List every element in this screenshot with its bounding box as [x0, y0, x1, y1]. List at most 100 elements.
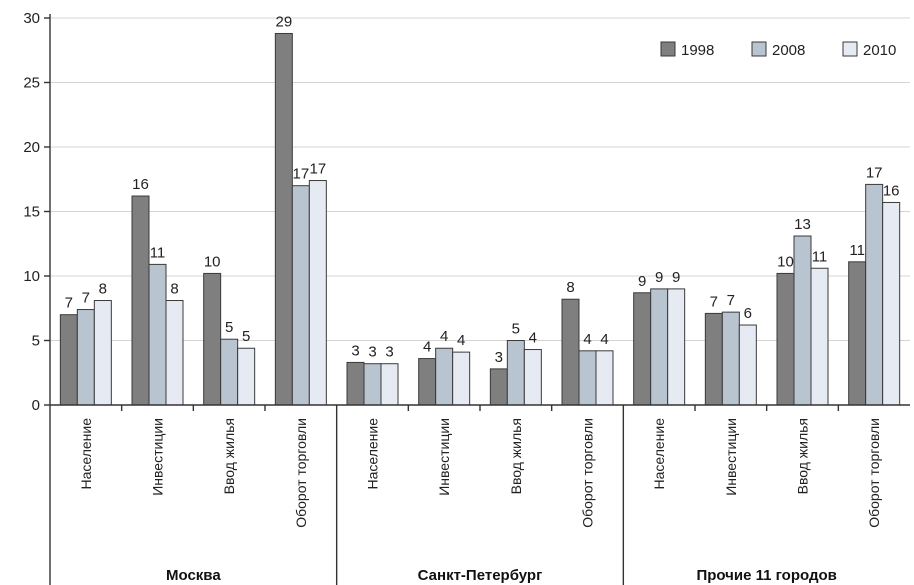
data-label: 11 [150, 244, 166, 261]
data-label: 11 [812, 248, 828, 265]
data-label: 10 [777, 253, 794, 270]
bar-2008 [148, 263, 167, 406]
data-label: 4 [529, 330, 537, 347]
bar-2010 [93, 300, 112, 406]
bar-2008 [793, 235, 812, 406]
data-label: 6 [744, 305, 752, 322]
data-label: 13 [794, 216, 811, 233]
group-label: Москва [166, 567, 221, 584]
data-label: 29 [275, 13, 292, 30]
data-label: 3 [351, 342, 359, 359]
data-label: 5 [242, 328, 250, 345]
grid-layer [50, 17, 910, 341]
data-label: 3 [368, 344, 376, 361]
legend-label: 2010 [863, 42, 896, 59]
bars-layer [59, 32, 901, 406]
data-label: 5 [225, 319, 233, 336]
bar-1998 [489, 368, 508, 406]
y-tick-label: 0 [32, 397, 40, 414]
y-tick-label: 15 [23, 204, 40, 221]
y-tick-label: 30 [23, 10, 40, 27]
data-label: 7 [727, 292, 735, 309]
data-label: 4 [600, 331, 608, 348]
bar-1998 [633, 292, 652, 406]
data-label: 7 [710, 293, 718, 310]
y-tick-label: 5 [32, 333, 40, 350]
x-category-label: Оборот торговли [293, 418, 309, 528]
bar-2008 [650, 288, 669, 406]
bar-2008 [363, 363, 382, 406]
legend: 1998 2008 2010 [660, 41, 896, 59]
data-label: 11 [849, 242, 865, 259]
x-category-label: Ввод жилья [508, 418, 524, 494]
bar-2010 [308, 180, 327, 406]
data-label: 7 [82, 290, 90, 307]
data-label: 9 [672, 269, 680, 286]
bar-2010 [452, 351, 471, 406]
x-category-label: Оборот торговли [580, 418, 596, 528]
bar-2010 [738, 324, 757, 406]
data-label: 8 [566, 279, 574, 296]
legend-swatch-1998 [660, 41, 676, 57]
bar-1998 [561, 298, 580, 406]
data-label: 8 [99, 281, 107, 298]
bar-2008 [291, 185, 310, 406]
data-label: 5 [512, 321, 520, 338]
legend-swatch-2008 [751, 41, 767, 57]
x-category-label: Население [78, 418, 94, 490]
legend-swatch-2010 [842, 41, 858, 57]
legend-label: 2008 [772, 42, 805, 59]
bar-2010 [882, 201, 901, 406]
bar-2010 [523, 349, 542, 406]
bar-1998 [346, 361, 365, 406]
bar-1998 [704, 312, 723, 406]
data-label: 4 [423, 339, 431, 356]
x-category-label: Инвестиции [436, 418, 452, 496]
group-label: Санкт-Петербург [418, 567, 543, 584]
bar-2008 [220, 338, 239, 406]
bar-2010 [595, 350, 614, 406]
data-label: 3 [495, 349, 503, 366]
bar-2008 [578, 350, 597, 406]
data-label: 17 [866, 164, 883, 181]
y-tick-label: 25 [23, 75, 40, 92]
bar-2010 [667, 288, 686, 406]
bar-2008 [76, 309, 95, 406]
bar-1998 [203, 272, 222, 406]
data-label: 17 [292, 166, 309, 183]
data-label: 4 [440, 328, 448, 345]
data-label: 4 [457, 332, 465, 349]
y-tick-label: 10 [23, 268, 40, 285]
data-label: 7 [65, 295, 73, 312]
bar-2010 [380, 363, 399, 406]
bar-1998 [131, 195, 150, 406]
bar-2010 [237, 347, 256, 406]
group-label: Прочие 11 городов [696, 567, 836, 584]
bar-2010 [810, 267, 829, 406]
data-label: 8 [170, 281, 178, 298]
data-label: 16 [132, 176, 149, 193]
bar-2008 [506, 340, 525, 406]
data-label: 3 [385, 344, 393, 361]
x-category-label: Инвестиции [723, 418, 739, 496]
x-category-label: Население [365, 418, 381, 490]
bar-1998 [776, 272, 795, 406]
x-category-label: Ввод жилья [795, 418, 811, 494]
bar-2008 [435, 347, 454, 406]
bar-2008 [721, 311, 740, 406]
axis-layer: 0 5 10 15 20 25 30 [23, 10, 910, 585]
legend-label: 1998 [681, 42, 714, 59]
bar-1998 [274, 32, 293, 406]
bar-1998 [418, 358, 437, 406]
x-category-label: Инвестиции [150, 418, 166, 496]
data-label: 4 [583, 331, 591, 348]
bar-1998 [59, 314, 78, 406]
data-label: 10 [204, 253, 221, 270]
y-tick-label: 20 [23, 139, 40, 156]
x-category-label: Ввод жилья [221, 418, 237, 494]
x-category-label: Оборот торговли [866, 418, 882, 528]
bar-1998 [848, 261, 867, 406]
